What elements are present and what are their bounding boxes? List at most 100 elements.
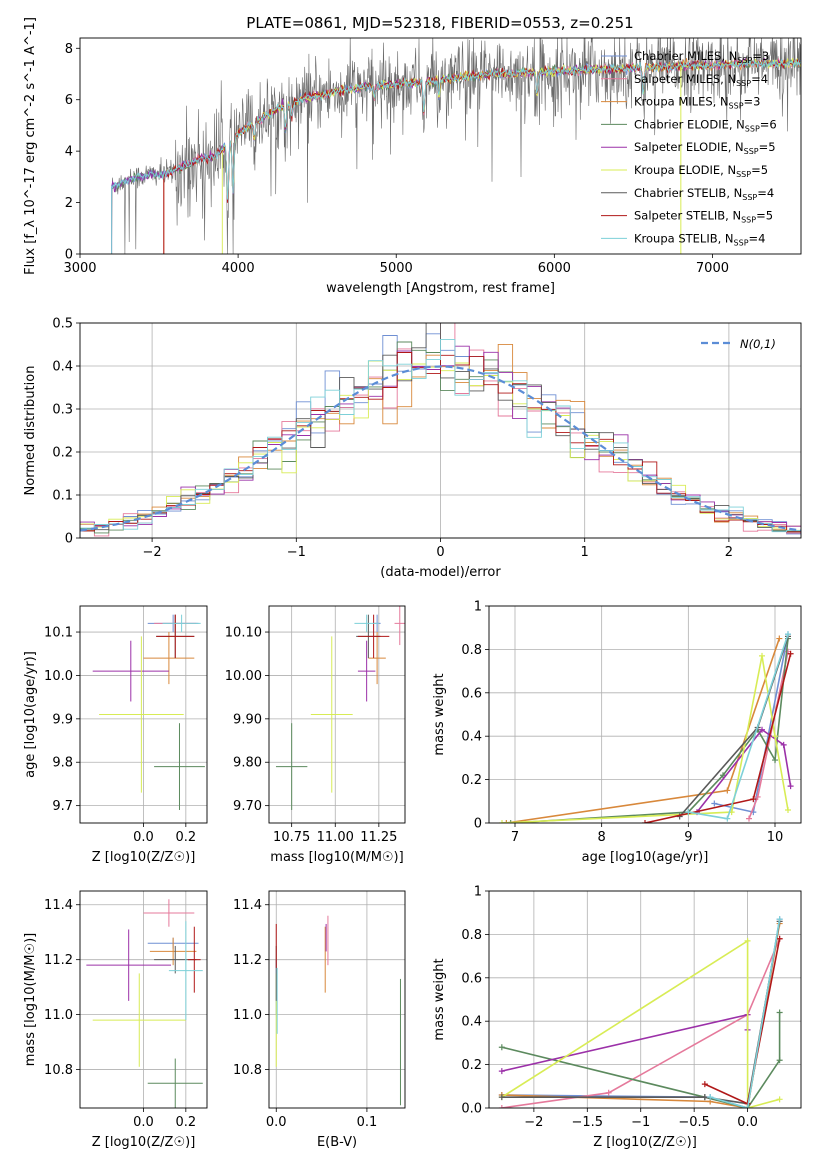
weight-marker xyxy=(787,650,794,657)
weight-line-4 xyxy=(501,1013,749,1072)
legend-subscript: SSP xyxy=(736,170,751,179)
legend-subscript: SSP xyxy=(741,216,756,225)
legend-nssp: =3 xyxy=(744,95,761,109)
x-axis-label: E(B-V) xyxy=(317,1135,357,1150)
weight-marker xyxy=(772,733,778,740)
legend-label-0: Chabrier MILES, NSSP=3 xyxy=(634,49,769,65)
x-axis-label: Z [log10(Z/Z☉)] xyxy=(92,850,196,865)
y-tick-label: 0.4 xyxy=(461,1015,482,1030)
x-tick-label: 0.0 xyxy=(266,1115,287,1130)
y-tick-label: 1 xyxy=(474,885,482,900)
spectrum-model-line-2 xyxy=(163,57,801,254)
x-axis-label: age [log10(age/yr)] xyxy=(582,850,709,865)
weight-marker xyxy=(776,1057,783,1064)
y-tick-label: 9.7 xyxy=(52,799,73,814)
y-tick-label: 4 xyxy=(65,145,73,160)
weight-marker xyxy=(744,1105,751,1108)
weight-marker xyxy=(785,806,791,813)
weight-marker xyxy=(499,820,505,823)
legend-label-1: Salpeter MILES, NSSP=4 xyxy=(634,72,768,88)
y-tick-label: 0.2 xyxy=(461,773,482,788)
x-tick-label: 7000 xyxy=(696,261,729,276)
y-tick-label: 10.8 xyxy=(44,1063,73,1078)
y-tick-label: 10.0 xyxy=(44,669,73,684)
weight-marker xyxy=(787,783,794,790)
x-tick-label: 0.2 xyxy=(175,1115,196,1130)
weight-line-3 xyxy=(501,1012,781,1108)
y-tick-label: 11.0 xyxy=(44,1008,73,1023)
y-tick-label: 11.2 xyxy=(44,953,73,968)
legend-subscript: SSP xyxy=(736,79,751,88)
y-tick-label: 0.4 xyxy=(461,730,482,745)
weight-marker xyxy=(776,1009,783,1016)
weight-marker xyxy=(744,937,751,944)
axes-age_vs_mass: 10.75 11.00 11.25 9.70 9.80 9.90 10.00 10.10 mas… xyxy=(225,605,406,865)
x-tick-label: −1.5 xyxy=(572,1115,604,1130)
weight-marker xyxy=(785,631,791,638)
x-tick-label: 6000 xyxy=(538,261,571,276)
x-tick-label: 11.25 xyxy=(360,830,397,845)
y-axis-label: Normed distribution xyxy=(23,366,38,496)
weight-marker xyxy=(780,741,787,748)
weight-marker xyxy=(772,757,778,764)
y-tick-label: 10.8 xyxy=(233,1063,262,1078)
weight-marker xyxy=(503,820,510,823)
axes-mass_vs_Z: 0.0 0.2 10.8 11.0 11.2 11.4 Z [log10(Z/Z☉)] mas… xyxy=(23,890,208,1150)
y-tick-label: 2 xyxy=(65,196,73,211)
axes-mass_vs_ebv: 0.0 0.1 10.8 11.0 11.2 11.4 E(B-V) xyxy=(233,890,406,1150)
legend-label-7: Salpeter STELIB, NSSP=5 xyxy=(634,209,773,225)
plot-area-spectrum xyxy=(111,38,801,254)
weight-line-7 xyxy=(644,653,792,823)
legend-label-8: Kroupa STELIB, NSSP=4 xyxy=(634,231,765,247)
legend-subscript: SSP xyxy=(745,124,760,133)
plot-area-weight_vs_Z xyxy=(498,916,783,1108)
y-tick-label: 1 xyxy=(474,600,482,615)
y-axis-label: mass weight xyxy=(432,673,447,755)
plot-area-mass_vs_Z xyxy=(86,899,203,1108)
x-axis-label: mass [log10(M/M☉)] xyxy=(270,850,403,865)
x-tick-label: 11.00 xyxy=(317,830,354,845)
y-tick-label: 10.1 xyxy=(44,626,73,641)
y-tick-label: 0 xyxy=(65,248,73,263)
axes-frame xyxy=(488,890,802,1109)
y-tick-label: 0.2 xyxy=(52,446,73,461)
axes-frame xyxy=(79,890,208,1109)
weight-marker xyxy=(750,796,757,803)
legend-label-6: Chabrier STELIB, NSSP=4 xyxy=(634,186,774,202)
y-tick-label: 9.90 xyxy=(233,712,262,727)
weight-marker xyxy=(746,815,752,822)
y-tick-label: 0.5 xyxy=(52,317,73,332)
weight-marker xyxy=(707,1094,714,1101)
plot-area-weight_vs_age xyxy=(499,631,794,823)
x-tick-label: 4000 xyxy=(222,261,255,276)
y-tick-label: 6 xyxy=(65,93,73,108)
legend-subscript: SSP xyxy=(742,193,757,202)
axes-frame xyxy=(79,322,802,539)
x-tick-label: 2 xyxy=(725,545,733,560)
legend-label-5: Kroupa ELODIE, NSSP=5 xyxy=(634,163,768,179)
x-axis-label: (data-model)/error xyxy=(380,565,501,580)
spectrum-model-line-7 xyxy=(163,58,801,254)
spectrum-legend: Chabrier MILES, NSSP=3 Salpeter MILES, NS… xyxy=(601,49,777,247)
legend-gaussian-label: N(0,1) xyxy=(740,337,776,351)
y-tick-label: 0.2 xyxy=(461,1058,482,1073)
weight-marker xyxy=(720,772,726,779)
weight-line-1 xyxy=(501,938,781,1108)
legend-nssp: =4 xyxy=(751,72,768,86)
weight-line-4 xyxy=(696,728,792,813)
y-tick-label: 10.00 xyxy=(225,669,262,684)
x-tick-label: −0.5 xyxy=(678,1115,710,1130)
legend-nssp: =6 xyxy=(760,117,777,131)
legend-subscript: SSP xyxy=(734,238,749,247)
y-tick-label: 0 xyxy=(65,532,73,547)
x-tick-label: 8 xyxy=(598,830,606,845)
weight-marker xyxy=(701,1081,708,1088)
weight-line-5 xyxy=(501,939,780,1108)
y-tick-label: 8 xyxy=(65,42,73,57)
legend-label-3: Chabrier ELODIE, NSSP=6 xyxy=(634,117,777,133)
legend-nssp: =4 xyxy=(749,231,766,245)
weight-line-5 xyxy=(501,655,789,823)
plot-area-mass_vs_ebv xyxy=(275,915,401,1106)
y-tick-label: 11.2 xyxy=(233,953,262,968)
y-tick-label: 0.0 xyxy=(461,1102,482,1117)
